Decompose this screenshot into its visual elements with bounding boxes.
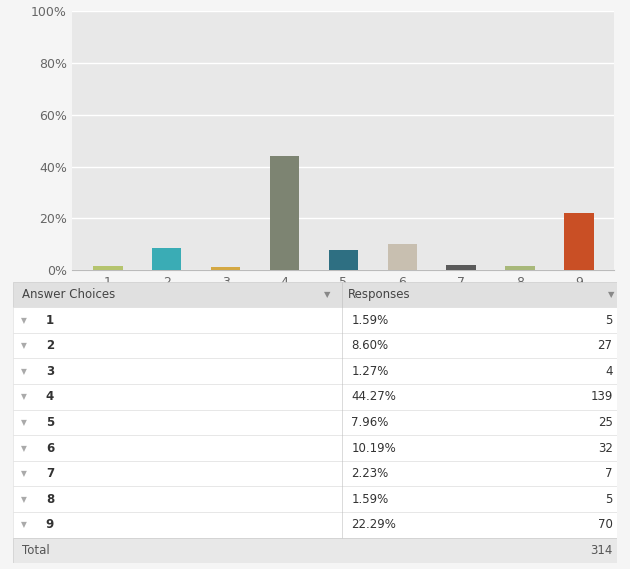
Bar <box>211 267 240 270</box>
Text: 9: 9 <box>46 518 54 531</box>
Text: Total: Total <box>21 544 49 557</box>
Text: 25: 25 <box>598 416 612 429</box>
Text: ▼: ▼ <box>21 495 26 504</box>
Bar <box>13 435 617 461</box>
Text: 7: 7 <box>605 467 612 480</box>
Text: 32: 32 <box>598 442 612 455</box>
Text: ▼: ▼ <box>21 367 26 376</box>
Text: 70: 70 <box>598 518 612 531</box>
Text: 5: 5 <box>605 493 612 506</box>
Text: 4: 4 <box>46 390 54 403</box>
Text: 1.27%: 1.27% <box>352 365 389 378</box>
Bar <box>13 486 617 512</box>
Bar <box>13 384 617 410</box>
Text: 5: 5 <box>46 416 54 429</box>
Bar <box>13 282 617 307</box>
Bar <box>93 266 122 270</box>
Text: 139: 139 <box>590 390 612 403</box>
Text: Answer Choices: Answer Choices <box>21 288 115 301</box>
Text: ▼: ▼ <box>324 290 330 299</box>
Bar <box>13 461 617 486</box>
Text: ▼: ▼ <box>608 290 614 299</box>
Bar <box>13 538 617 563</box>
Text: 314: 314 <box>590 544 612 557</box>
Text: 6: 6 <box>46 442 54 455</box>
Text: ▼: ▼ <box>21 418 26 427</box>
Bar <box>13 307 617 333</box>
Text: 7: 7 <box>46 467 54 480</box>
Text: Responses: Responses <box>348 288 411 301</box>
Text: 8: 8 <box>46 493 54 506</box>
Text: 27: 27 <box>598 339 612 352</box>
Bar <box>329 250 358 270</box>
Text: 1.59%: 1.59% <box>352 493 389 506</box>
Text: 2: 2 <box>46 339 54 352</box>
Bar <box>564 213 593 270</box>
Text: 5: 5 <box>605 314 612 327</box>
Bar <box>13 358 617 384</box>
Text: ▼: ▼ <box>21 469 26 478</box>
Text: ▼: ▼ <box>21 341 26 350</box>
Text: 8.60%: 8.60% <box>352 339 389 352</box>
Text: 3: 3 <box>46 365 54 378</box>
Text: 44.27%: 44.27% <box>352 390 396 403</box>
Bar <box>447 265 476 270</box>
Text: 10.19%: 10.19% <box>352 442 396 455</box>
Bar <box>152 248 181 270</box>
Text: 1: 1 <box>46 314 54 327</box>
Bar <box>387 244 417 270</box>
Text: ▼: ▼ <box>21 393 26 401</box>
Text: 22.29%: 22.29% <box>352 518 396 531</box>
Bar <box>505 266 535 270</box>
Bar <box>13 333 617 358</box>
Text: ▼: ▼ <box>21 521 26 529</box>
Text: 2.23%: 2.23% <box>352 467 389 480</box>
Text: ▼: ▼ <box>21 316 26 324</box>
Text: ▼: ▼ <box>21 444 26 452</box>
Bar <box>13 410 617 435</box>
Text: 7.96%: 7.96% <box>352 416 389 429</box>
Bar <box>13 512 617 538</box>
Text: 4: 4 <box>605 365 612 378</box>
Bar <box>270 156 299 270</box>
Text: 1.59%: 1.59% <box>352 314 389 327</box>
